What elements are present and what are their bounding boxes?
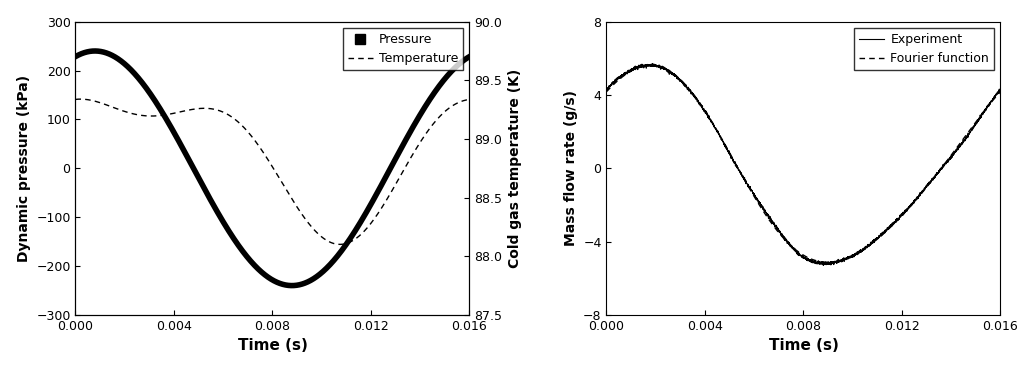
Experiment bbox=[645, 62, 657, 66]
Temperature bbox=[455, 99, 468, 103]
Temperature bbox=[238, 125, 250, 130]
Temperature bbox=[138, 114, 150, 118]
Fourier function bbox=[769, 225, 781, 230]
Fourier function bbox=[751, 200, 764, 205]
Temperature bbox=[413, 141, 425, 145]
Pressure bbox=[114, 58, 126, 63]
Line: Pressure: Pressure bbox=[76, 51, 470, 286]
Experiment bbox=[769, 223, 781, 228]
Temperature bbox=[220, 112, 233, 116]
Fourier function bbox=[644, 63, 656, 68]
Fourier function bbox=[944, 154, 956, 158]
Experiment bbox=[944, 154, 956, 159]
Pressure bbox=[286, 283, 298, 288]
Legend: Pressure, Temperature: Pressure, Temperature bbox=[343, 28, 464, 70]
Fourier function bbox=[995, 90, 1007, 94]
Experiment bbox=[751, 197, 764, 202]
Temperature bbox=[69, 97, 82, 102]
Pressure bbox=[455, 60, 468, 64]
Fourier function bbox=[822, 260, 834, 265]
Experiment bbox=[818, 263, 830, 268]
Experiment bbox=[600, 87, 613, 92]
Y-axis label: Dynamic pressure (kPa): Dynamic pressure (kPa) bbox=[17, 75, 31, 262]
X-axis label: Time (s): Time (s) bbox=[769, 338, 838, 353]
Experiment bbox=[986, 97, 999, 101]
Fourier function bbox=[600, 90, 613, 94]
Pressure bbox=[89, 49, 101, 53]
X-axis label: Time (s): Time (s) bbox=[237, 338, 307, 353]
Pressure bbox=[138, 83, 150, 87]
Experiment bbox=[647, 61, 659, 66]
Temperature bbox=[114, 108, 126, 112]
Line: Experiment: Experiment bbox=[607, 64, 1001, 265]
Pressure bbox=[464, 54, 476, 59]
Fourier function bbox=[645, 63, 657, 68]
Pressure bbox=[220, 225, 233, 230]
Temperature bbox=[75, 97, 87, 101]
Y-axis label: Cold gas temperature (K): Cold gas temperature (K) bbox=[508, 69, 522, 268]
Temperature bbox=[333, 242, 346, 246]
Legend: Experiment, Fourier function: Experiment, Fourier function bbox=[854, 28, 995, 70]
Line: Fourier function: Fourier function bbox=[607, 65, 1001, 262]
Temperature bbox=[464, 97, 476, 102]
Pressure bbox=[413, 114, 425, 118]
Experiment bbox=[669, 74, 681, 78]
Experiment bbox=[995, 88, 1007, 92]
Fourier function bbox=[669, 73, 681, 77]
Y-axis label: Mass flow rate (g/s): Mass flow rate (g/s) bbox=[563, 90, 578, 246]
Pressure bbox=[69, 54, 82, 59]
Pressure bbox=[238, 250, 250, 255]
Line: Temperature: Temperature bbox=[76, 99, 470, 244]
Fourier function bbox=[986, 98, 999, 102]
